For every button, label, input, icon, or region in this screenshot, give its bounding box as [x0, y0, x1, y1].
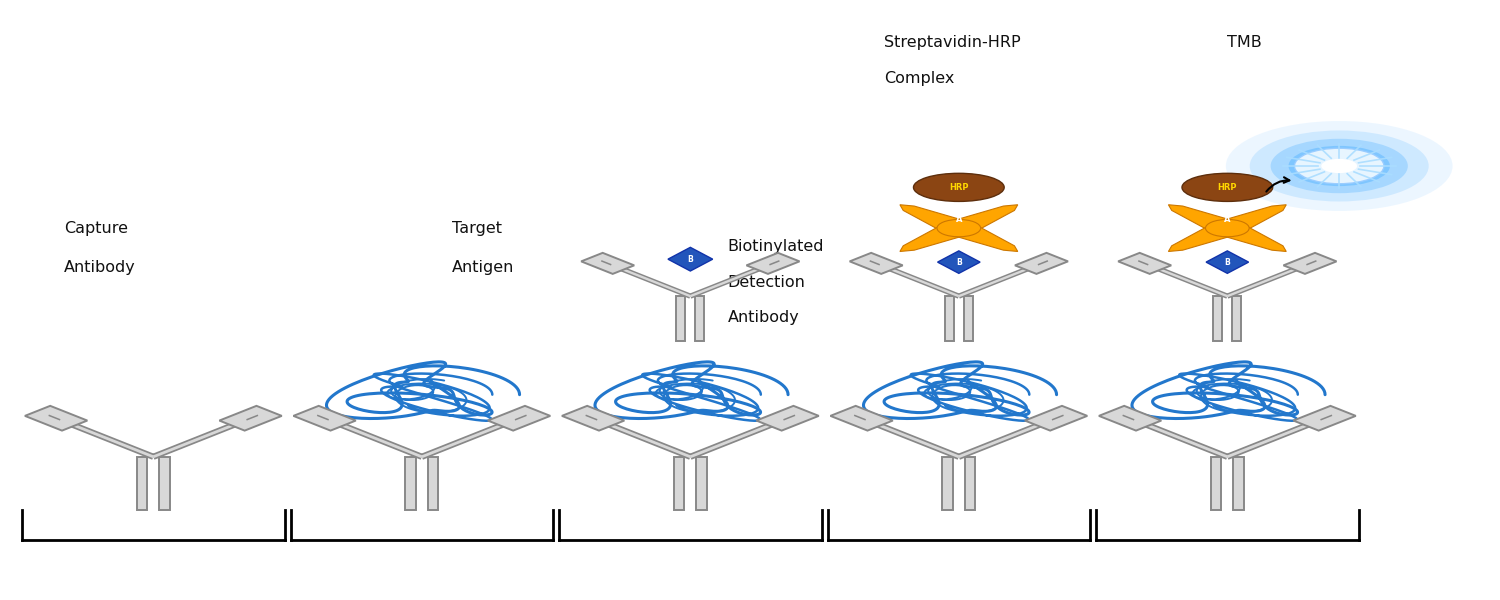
Bar: [1210, 457, 1221, 510]
Bar: [964, 457, 975, 510]
Text: HRP: HRP: [950, 183, 969, 192]
Bar: [405, 457, 416, 510]
Text: B: B: [956, 257, 962, 266]
Text: Antibody: Antibody: [728, 310, 800, 325]
Text: B: B: [687, 254, 693, 263]
Polygon shape: [1293, 406, 1356, 431]
Polygon shape: [756, 406, 819, 431]
Bar: [696, 296, 705, 341]
Polygon shape: [668, 247, 712, 271]
Polygon shape: [219, 406, 282, 431]
Ellipse shape: [1182, 173, 1272, 202]
Polygon shape: [1214, 205, 1287, 233]
Bar: [945, 296, 954, 341]
Polygon shape: [849, 253, 903, 274]
Bar: [427, 457, 438, 510]
Polygon shape: [945, 205, 1019, 233]
Polygon shape: [938, 251, 980, 274]
Bar: [696, 457, 706, 510]
Polygon shape: [294, 406, 356, 431]
Text: Antibody: Antibody: [64, 260, 135, 275]
Text: A: A: [1224, 215, 1230, 224]
Polygon shape: [580, 253, 634, 274]
Polygon shape: [1206, 251, 1248, 274]
Text: Streptavidin-HRP: Streptavidin-HRP: [884, 35, 1022, 50]
Text: Complex: Complex: [884, 71, 954, 86]
Circle shape: [1294, 148, 1384, 184]
Text: Antigen: Antigen: [452, 260, 514, 275]
Bar: [964, 296, 974, 341]
Bar: [159, 457, 170, 510]
Polygon shape: [1118, 253, 1172, 274]
Bar: [136, 457, 147, 510]
Polygon shape: [1168, 205, 1240, 233]
Polygon shape: [488, 406, 550, 431]
Polygon shape: [945, 223, 1019, 251]
Polygon shape: [831, 406, 892, 431]
Polygon shape: [1214, 223, 1287, 251]
Polygon shape: [900, 223, 972, 251]
Text: Detection: Detection: [728, 275, 806, 290]
Text: TMB: TMB: [1227, 35, 1262, 50]
Circle shape: [1226, 121, 1452, 211]
Polygon shape: [1016, 253, 1068, 274]
Text: A: A: [956, 215, 962, 224]
Circle shape: [1288, 146, 1390, 186]
Polygon shape: [747, 253, 800, 274]
Polygon shape: [1168, 223, 1240, 251]
Circle shape: [1322, 159, 1358, 173]
Bar: [1214, 296, 1222, 341]
Polygon shape: [1100, 406, 1161, 431]
Polygon shape: [900, 205, 972, 233]
Bar: [676, 296, 686, 341]
Bar: [674, 457, 684, 510]
Circle shape: [1270, 139, 1408, 193]
Polygon shape: [26, 406, 87, 431]
Text: Capture: Capture: [64, 221, 128, 236]
Bar: [942, 457, 952, 510]
Text: Biotinylated: Biotinylated: [728, 239, 824, 254]
Polygon shape: [1024, 406, 1088, 431]
Circle shape: [1206, 220, 1249, 237]
Circle shape: [938, 220, 981, 237]
Circle shape: [1250, 130, 1428, 202]
Polygon shape: [1284, 253, 1336, 274]
Bar: [1233, 457, 1244, 510]
Text: HRP: HRP: [1218, 183, 1237, 192]
Ellipse shape: [914, 173, 1004, 202]
Text: B: B: [1224, 257, 1230, 266]
Bar: [1233, 296, 1242, 341]
Polygon shape: [562, 406, 624, 431]
Text: Target: Target: [452, 221, 501, 236]
